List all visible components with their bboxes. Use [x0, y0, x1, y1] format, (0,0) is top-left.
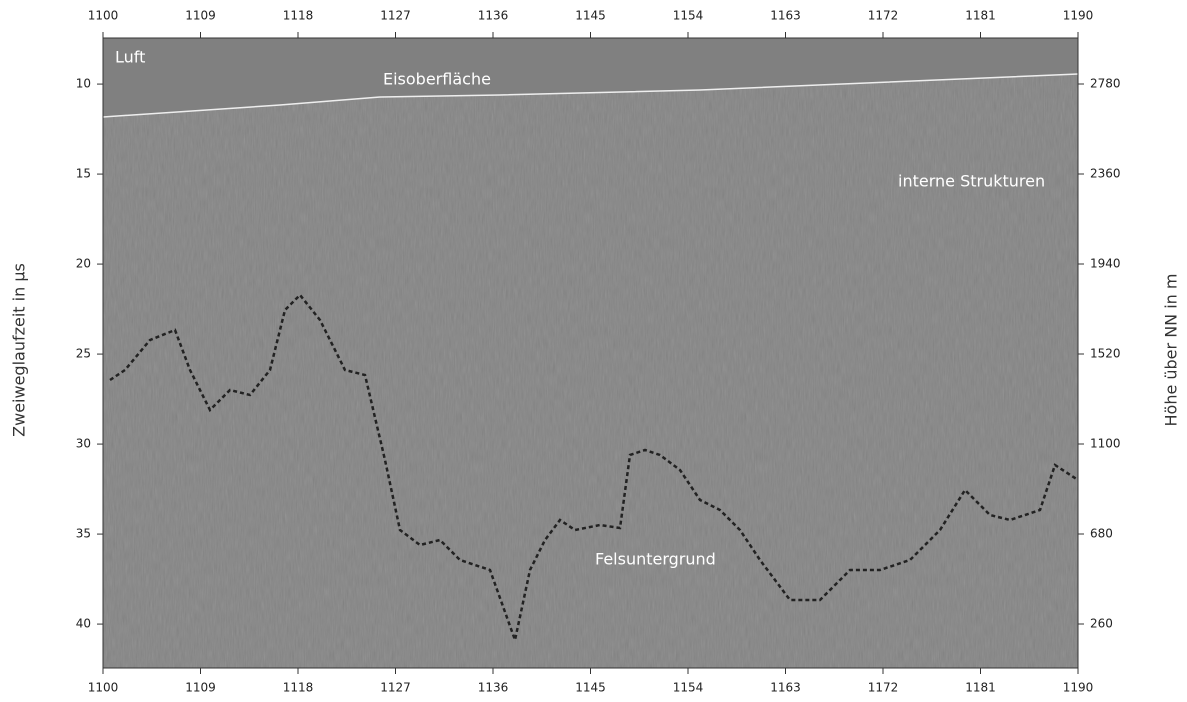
y-tick-label: 10 — [76, 77, 91, 91]
y2-tick-label: 260 — [1090, 617, 1113, 631]
x-tick-label: 1109 — [185, 681, 216, 695]
x-tick-label-top: 1190 — [1063, 9, 1094, 23]
y2-tick-label: 2780 — [1090, 77, 1121, 91]
x-tick-label-top: 1136 — [478, 9, 509, 23]
x-tick-label: 1181 — [965, 681, 996, 695]
y-tick-label: 20 — [76, 257, 91, 271]
x-tick-label-top: 1163 — [770, 9, 801, 23]
x-tick-label-top: 1118 — [283, 9, 314, 23]
radargram-image — [103, 38, 1078, 668]
x-tick-label: 1163 — [770, 681, 801, 695]
x-tick-label: 1154 — [673, 681, 704, 695]
annotation: interne Strukturen — [898, 172, 1045, 191]
y-axis-label: Zweiweglaufzeit in µs — [10, 263, 29, 437]
y2-tick-label: 2360 — [1090, 167, 1121, 181]
annotation: Luft — [115, 48, 145, 67]
x-tick-label-top: 1100 — [88, 9, 119, 23]
x-tick-label-top: 1154 — [673, 9, 704, 23]
x-tick-label: 1172 — [868, 681, 899, 695]
x-tick-label: 1100 — [88, 681, 119, 695]
x-tick-label-top: 1127 — [380, 9, 411, 23]
annotation: Eisoberfläche — [383, 70, 491, 89]
x-tick-label: 1190 — [1063, 681, 1094, 695]
x-tick-label: 1127 — [380, 681, 411, 695]
x-tick-label: 1136 — [478, 681, 509, 695]
x-tick-label: 1145 — [575, 681, 606, 695]
annotation: Felsuntergrund — [595, 550, 716, 569]
y2-tick-label: 680 — [1090, 527, 1113, 541]
y-tick-label: 40 — [76, 617, 91, 631]
y2-tick-label: 1520 — [1090, 347, 1121, 361]
y2-tick-label: 1940 — [1090, 257, 1121, 271]
y2-tick-label: 1100 — [1090, 437, 1121, 451]
x-tick-label-top: 1109 — [185, 9, 216, 23]
y-tick-label: 25 — [76, 347, 91, 361]
x-tick-label-top: 1172 — [868, 9, 899, 23]
x-tick-label-top: 1145 — [575, 9, 606, 23]
y-tick-label: 35 — [76, 527, 91, 541]
chart: Luft Eisoberfläche interne Strukturen Fe… — [0, 0, 1187, 702]
x-tick-label: 1118 — [283, 681, 314, 695]
y2-axis-label: Höhe über NN in m — [1162, 274, 1181, 427]
y-tick-label: 30 — [76, 437, 91, 451]
x-tick-label-top: 1181 — [965, 9, 996, 23]
y-tick-label: 15 — [76, 167, 91, 181]
